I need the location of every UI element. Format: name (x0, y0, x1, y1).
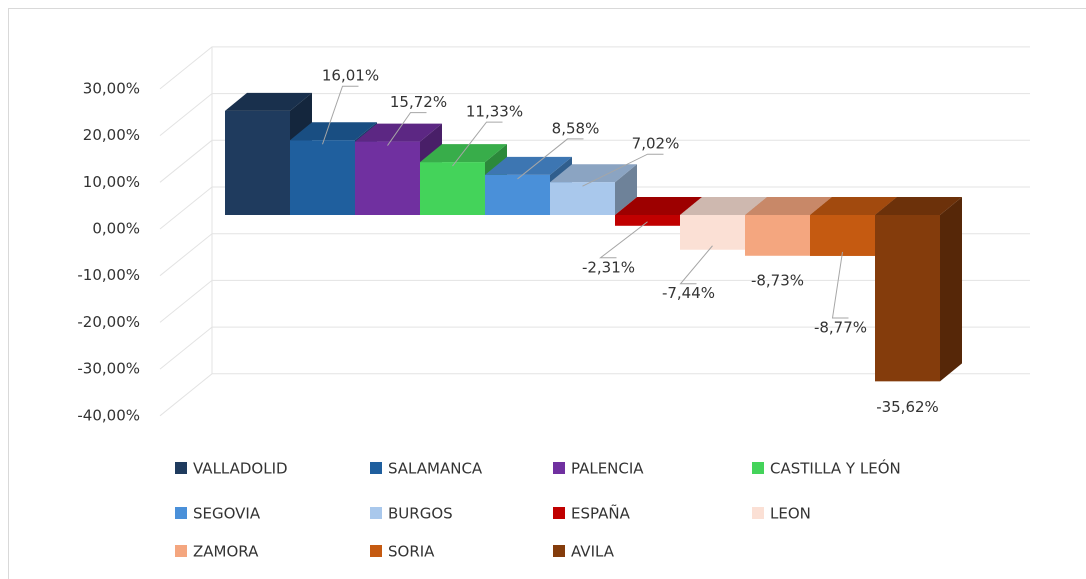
legend-label: ESPAÑA (571, 504, 631, 523)
legend-swatch (370, 462, 382, 474)
legend-label: SALAMANCA (388, 460, 483, 478)
bar (810, 215, 875, 256)
bar (355, 141, 420, 215)
legend-swatch (553, 507, 565, 519)
y-tick-label: -30,00% (77, 360, 140, 378)
bar-top (550, 164, 637, 183)
bar-top (810, 197, 897, 215)
bar-top (615, 197, 702, 215)
bar-top (290, 122, 377, 141)
bar (290, 140, 355, 215)
data-label: 7,02% (632, 135, 680, 153)
data-label: 16,01% (322, 67, 379, 85)
bar-top (420, 144, 507, 163)
data-label: -7,44% (662, 284, 715, 302)
legend-label: ZAMORA (193, 543, 259, 561)
legend-label: SEGOVIA (193, 505, 261, 523)
legend-swatch (370, 507, 382, 519)
legend-label: AVILA (571, 543, 615, 561)
leader-line (599, 221, 648, 259)
legend-swatch (175, 507, 187, 519)
y-tick-label: 0,00% (92, 220, 140, 238)
y-tick-label: 20,00% (83, 126, 140, 144)
y-tick-label: -20,00% (77, 313, 140, 331)
legend-label: CASTILLA Y LEÓN (770, 459, 901, 478)
leader-line (831, 251, 849, 319)
legend-label: VALLADOLID (193, 460, 288, 478)
bar-top (745, 197, 832, 215)
leader-line (679, 245, 713, 285)
legend-swatch (553, 462, 565, 474)
data-label: -35,62% (876, 398, 939, 416)
bar (225, 110, 290, 215)
leader-line (517, 138, 584, 180)
bar-top (355, 123, 442, 142)
legend-label: PALENCIA (571, 460, 644, 478)
data-label: 11,33% (466, 103, 523, 121)
bar-top (225, 92, 312, 111)
bar-top (485, 156, 572, 175)
bar (615, 215, 680, 226)
legend-swatch (370, 545, 382, 557)
legend-label: SORIA (388, 543, 435, 561)
leader-line (452, 121, 503, 167)
bar (875, 215, 940, 382)
leader-line (387, 112, 427, 146)
y-tick-label: -40,00% (77, 406, 140, 424)
legend-label: LEON (770, 505, 811, 523)
bar-side (615, 164, 637, 215)
data-label: -8,77% (814, 318, 867, 336)
y-tick-label: 30,00% (83, 79, 140, 97)
chart-border (8, 8, 1086, 579)
bar-top (680, 197, 767, 215)
bar-top (875, 197, 962, 215)
leader-line (582, 153, 664, 187)
legend-label: BURGOS (388, 505, 453, 523)
data-label: -8,73% (751, 271, 804, 289)
legend-swatch (175, 545, 187, 557)
leader-line (322, 85, 359, 145)
bar (550, 182, 615, 215)
bar-side (940, 197, 962, 382)
data-label: -2,31% (582, 258, 635, 276)
y-tick-label: 10,00% (83, 173, 140, 191)
bar (680, 215, 745, 250)
y-tick-label: -10,00% (77, 266, 140, 284)
legend-swatch (175, 462, 187, 474)
data-label: 15,72% (390, 93, 447, 111)
data-label: 8,58% (552, 119, 600, 137)
legend-swatch (752, 507, 764, 519)
bar (420, 162, 485, 215)
bar (485, 174, 550, 215)
bar (745, 215, 810, 256)
legend-swatch (553, 545, 565, 557)
grid-line (159, 46, 1030, 90)
legend-swatch (752, 462, 764, 474)
